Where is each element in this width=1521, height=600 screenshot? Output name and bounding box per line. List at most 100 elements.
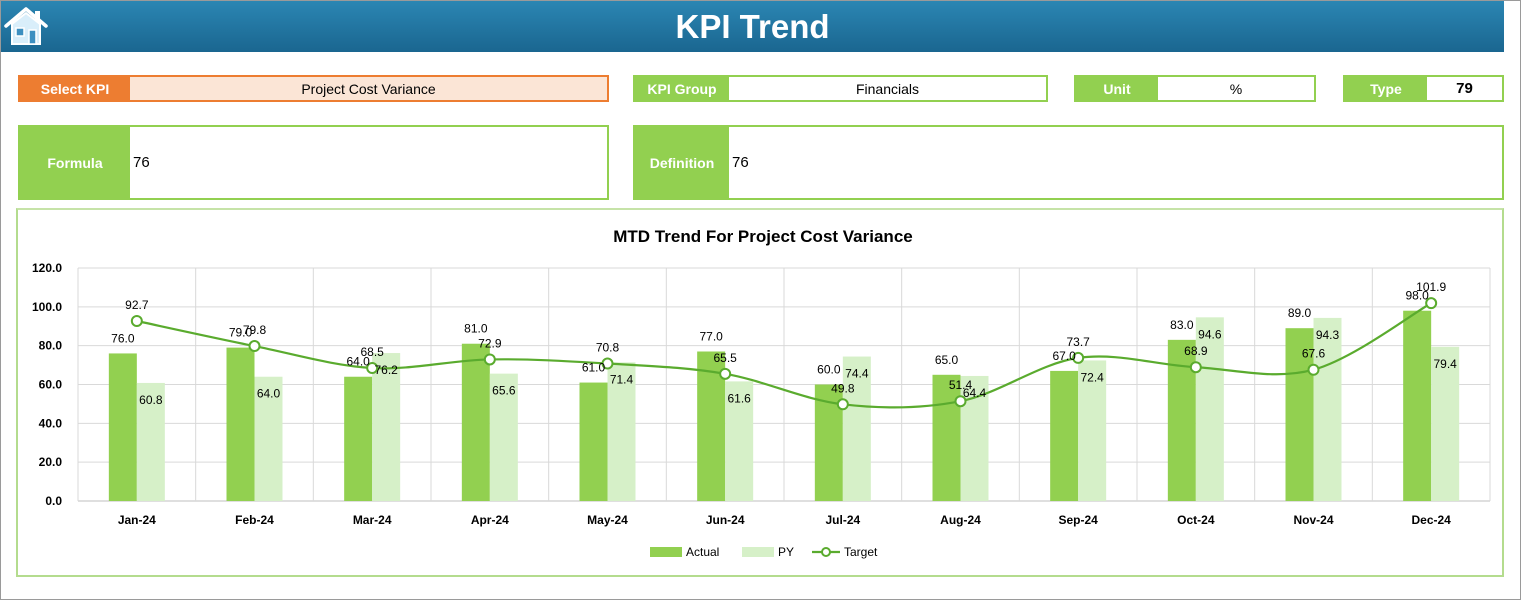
definition-label: Definition [635, 127, 729, 198]
target-marker [1425, 297, 1438, 310]
actual-bar [579, 382, 608, 501]
kpi-group-label: KPI Group [635, 77, 729, 100]
target-data-label: 72.9 [478, 336, 502, 350]
x-tick-label: May-24 [587, 513, 628, 527]
x-axis: Jan-24 Feb-24 Mar-24 Apr-24 May-24 Jun-24 Jul-… [118, 513, 1451, 527]
formula-field: Formula 76 [18, 125, 609, 200]
actual-bar [1403, 310, 1432, 501]
legend-label-actual: Actual [686, 545, 719, 559]
formula-label: Formula [20, 127, 130, 198]
py-bar [254, 376, 283, 501]
kpi-group-value: Financials [855, 80, 920, 97]
home-icon[interactable] [4, 5, 48, 47]
select-kpi-field[interactable]: Select KPI Project Cost Variance [18, 75, 609, 102]
x-tick-label: Jan-24 [118, 513, 156, 527]
actual-data-label: 81.0 [464, 322, 488, 336]
definition-value: 76 [732, 154, 749, 171]
actual-data-label: 60.0 [817, 363, 841, 377]
chart-grid [77, 267, 1491, 502]
target-data-label: 65.5 [713, 351, 737, 365]
unit-field: Unit % [1074, 75, 1316, 102]
x-tick-label: Oct-24 [1177, 513, 1215, 527]
select-kpi-label: Select KPI [20, 77, 130, 100]
py-bar [1195, 317, 1224, 501]
target-line-group [130, 297, 1438, 411]
target-marker [1189, 361, 1202, 374]
type-value: 79 [1456, 80, 1473, 97]
actual-bar [1285, 328, 1314, 501]
x-tick-label: Jul-24 [825, 513, 860, 527]
unit-label: Unit [1076, 77, 1158, 100]
actual-data-label: 64.0 [346, 355, 370, 369]
x-tick-label: Mar-24 [353, 513, 392, 527]
header-bar: KPI Trend [1, 1, 1504, 52]
py-data-label: 64.0 [257, 387, 281, 401]
type-label: Type [1345, 77, 1427, 100]
actual-bar [461, 343, 490, 501]
x-tick-label: Feb-24 [235, 513, 274, 527]
page-title: KPI Trend [675, 8, 830, 45]
legend-swatch-py [742, 547, 774, 557]
legend-swatch-actual [650, 547, 682, 557]
kpi-group-field: KPI Group Financials [633, 75, 1048, 102]
actual-bar [226, 347, 255, 501]
unit-value: % [1229, 80, 1243, 97]
target-data-label: 92.7 [125, 298, 149, 312]
target-marker [1307, 363, 1320, 376]
actual-bar [932, 374, 961, 501]
target-marker [130, 315, 143, 328]
chart-legend: Actual PY Target [650, 545, 878, 559]
target-marker [719, 367, 732, 380]
actual-data-label: 83.0 [1170, 318, 1194, 332]
legend-marker-target [821, 547, 831, 557]
type-field: Type 79 [1343, 75, 1504, 102]
actual-data-label: 79.0 [229, 326, 253, 340]
definition-field: Definition 76 [633, 125, 1504, 200]
target-marker [601, 357, 614, 370]
actual-data-label: 67.0 [1052, 349, 1076, 363]
py-bar [607, 362, 636, 501]
py-bar [725, 381, 754, 501]
py-data-label: 79.4 [1433, 357, 1457, 371]
py-data-label: 65.6 [492, 384, 516, 398]
py-data-label: 94.6 [1198, 327, 1222, 341]
target-data-label: 49.8 [831, 381, 855, 395]
x-tick-label: Apr-24 [471, 513, 509, 527]
chart-bars [108, 310, 1460, 501]
actual-data-label: 61.0 [582, 361, 606, 375]
y-tick-label: 120.0 [32, 261, 62, 275]
x-tick-label: Aug-24 [940, 513, 981, 527]
target-line [136, 302, 1432, 409]
target-data-label: 70.8 [596, 341, 620, 355]
py-data-label: 72.4 [1080, 370, 1104, 384]
target-marker [366, 361, 379, 374]
chart-title: MTD Trend For Project Cost Variance [613, 227, 912, 246]
py-bar [372, 353, 401, 501]
legend-label-py: PY [778, 545, 794, 559]
py-data-label: 60.8 [139, 393, 163, 407]
py-bar [1078, 360, 1107, 501]
y-tick-label: 80.0 [39, 339, 63, 353]
py-data-label: 74.4 [845, 367, 869, 381]
py-data-label: 64.4 [963, 386, 987, 400]
x-tick-label: Sep-24 [1058, 513, 1098, 527]
py-data-label: 71.4 [610, 372, 634, 386]
actual-data-label: 98.0 [1405, 289, 1429, 303]
py-bar [1313, 317, 1342, 501]
py-bar [489, 373, 518, 501]
py-data-label: 94.3 [1316, 328, 1340, 342]
y-tick-label: 20.0 [39, 455, 63, 469]
actual-data-label: 65.0 [935, 353, 959, 367]
target-marker [954, 395, 967, 408]
actual-bar [108, 353, 137, 501]
target-data-label: 67.6 [1302, 347, 1326, 361]
select-kpi-value[interactable]: Project Cost Variance [130, 77, 607, 100]
trend-chart: 0.0 20.0 40.0 60.0 80.0 100.0 120.0 76.0 60.8 79… [32, 227, 1491, 559]
data-labels: 76.0 60.8 79.0 64.0 64.0 76.2 81.0 65.6 61.0 71.4… [111, 280, 1457, 407]
x-tick-label: Nov-24 [1293, 513, 1333, 527]
y-tick-label: 60.0 [39, 378, 63, 392]
target-marker [1072, 351, 1085, 364]
y-axis: 0.0 20.0 40.0 60.0 80.0 100.0 120.0 [32, 261, 62, 508]
y-tick-label: 40.0 [39, 416, 63, 430]
py-data-label: 76.2 [374, 363, 398, 377]
